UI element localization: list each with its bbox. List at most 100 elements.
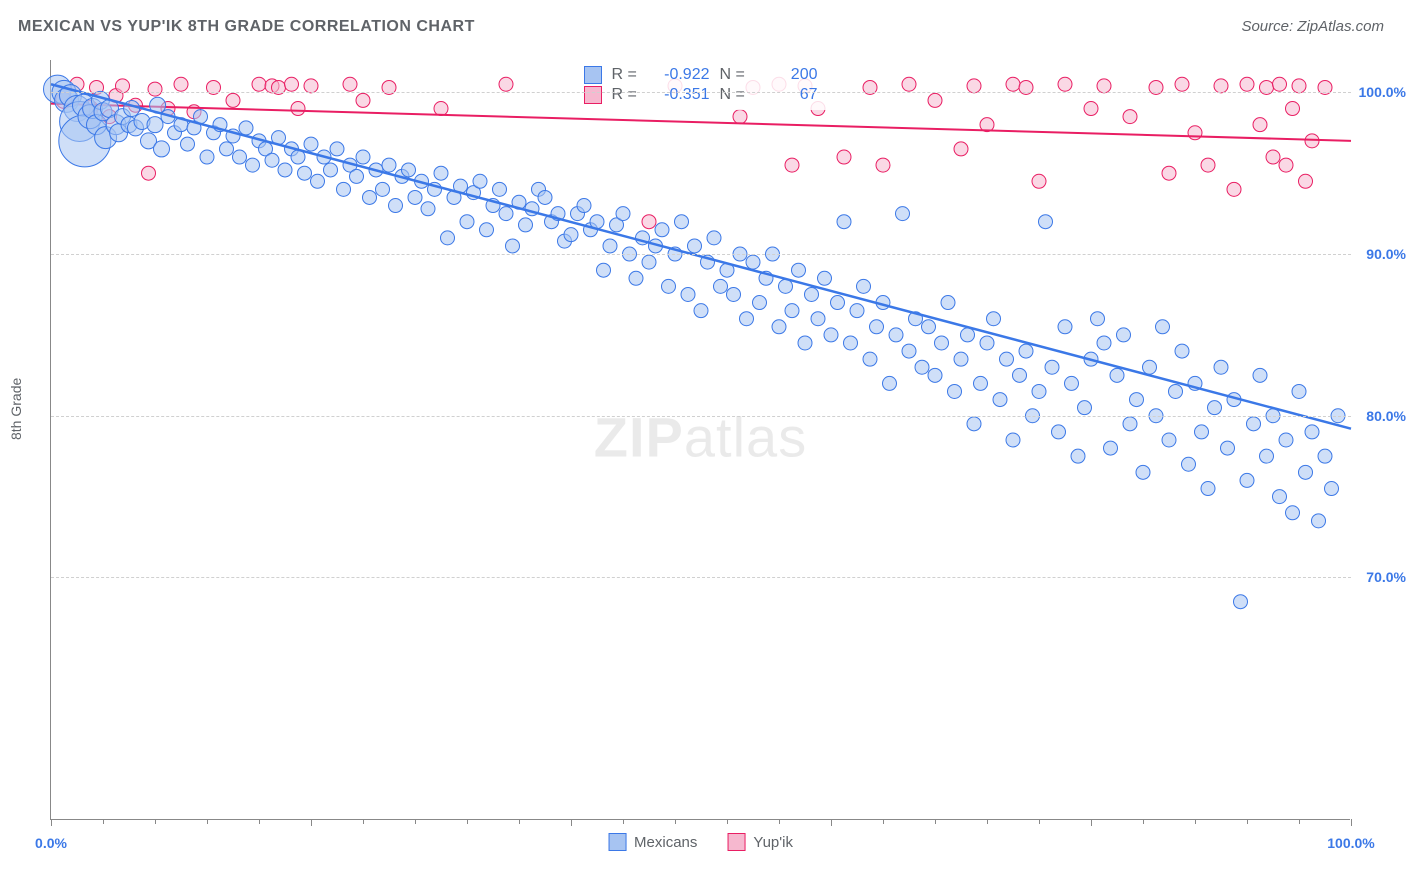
scatter-point-mexicans xyxy=(1136,465,1150,479)
scatter-point-mexicans xyxy=(1201,482,1215,496)
scatter-point-yupik xyxy=(902,77,916,91)
scatter-point-mexicans xyxy=(831,296,845,310)
scatter-point-mexicans xyxy=(928,368,942,382)
scatter-point-mexicans xyxy=(493,182,507,196)
scatter-point-mexicans xyxy=(1247,417,1261,431)
scatter-point-mexicans xyxy=(1058,320,1072,334)
scatter-point-mexicans xyxy=(1097,336,1111,350)
x-tick-label: 0.0% xyxy=(35,835,67,851)
scatter-point-mexicans xyxy=(473,174,487,188)
scatter-point-mexicans xyxy=(844,336,858,350)
x-tick-minor xyxy=(363,819,364,824)
scatter-point-mexicans xyxy=(857,279,871,293)
scatter-point-mexicans xyxy=(616,207,630,221)
scatter-point-yupik xyxy=(1227,182,1241,196)
x-tick-minor xyxy=(207,819,208,824)
scatter-point-mexicans xyxy=(1208,401,1222,415)
scatter-point-mexicans xyxy=(811,312,825,326)
scatter-point-mexicans xyxy=(948,384,962,398)
scatter-point-mexicans xyxy=(1110,368,1124,382)
scatter-point-mexicans xyxy=(941,296,955,310)
scatter-point-yupik xyxy=(1214,79,1228,93)
scatter-point-mexicans xyxy=(798,336,812,350)
x-tick-minor xyxy=(623,819,624,824)
gridline xyxy=(51,92,1351,93)
scatter-point-yupik xyxy=(1006,77,1020,91)
scatter-point-yupik xyxy=(967,79,981,93)
scatter-point-yupik xyxy=(928,93,942,107)
scatter-point-yupik xyxy=(1299,174,1313,188)
scatter-point-mexicans xyxy=(597,263,611,277)
scatter-point-mexicans xyxy=(688,239,702,253)
scatter-point-yupik xyxy=(837,150,851,164)
scatter-point-mexicans xyxy=(147,117,163,133)
scatter-point-mexicans xyxy=(434,166,448,180)
correlation-legend: R = -0.922 N = 200 R = -0.351 N = 67 xyxy=(576,60,826,110)
scatter-point-yupik xyxy=(252,77,266,91)
scatter-point-yupik xyxy=(356,93,370,107)
scatter-point-mexicans xyxy=(987,312,1001,326)
scatter-point-mexicans xyxy=(363,190,377,204)
scatter-point-mexicans xyxy=(1117,328,1131,342)
scatter-point-mexicans xyxy=(967,417,981,431)
scatter-point-mexicans xyxy=(538,190,552,204)
scatter-point-mexicans xyxy=(1279,433,1293,447)
scatter-point-mexicans xyxy=(1312,514,1326,528)
scatter-point-mexicans xyxy=(506,239,520,253)
y-tick-label: 80.0% xyxy=(1366,408,1406,424)
x-tick-minor xyxy=(103,819,104,824)
scatter-point-mexicans xyxy=(1162,433,1176,447)
scatter-point-mexicans xyxy=(421,202,435,216)
x-tick-minor xyxy=(1039,819,1040,824)
scatter-point-mexicans xyxy=(519,218,533,232)
scatter-point-mexicans xyxy=(278,163,292,177)
scatter-point-mexicans xyxy=(902,344,916,358)
legend-row-yupik: R = -0.351 N = 67 xyxy=(584,86,818,104)
scatter-point-yupik xyxy=(148,82,162,96)
x-tick-label: 100.0% xyxy=(1327,835,1374,851)
legend-row-mexicans: R = -0.922 N = 200 xyxy=(584,66,818,84)
scatter-point-mexicans xyxy=(753,296,767,310)
scatter-point-mexicans xyxy=(980,336,994,350)
scatter-point-mexicans xyxy=(779,279,793,293)
scatter-point-mexicans xyxy=(1130,393,1144,407)
scatter-point-yupik xyxy=(285,77,299,91)
scatter-point-mexicans xyxy=(655,223,669,237)
scatter-point-mexicans xyxy=(233,150,247,164)
scatter-point-yupik xyxy=(142,166,156,180)
scatter-point-yupik xyxy=(1162,166,1176,180)
scatter-point-mexicans xyxy=(1260,449,1274,463)
scatter-point-mexicans xyxy=(265,153,279,167)
x-tick-minor xyxy=(259,819,260,824)
scatter-point-mexicans xyxy=(746,255,760,269)
plot-area: ZIPatlas R = -0.922 N = 200 R = -0.351 N… xyxy=(50,60,1350,820)
scatter-point-yupik xyxy=(291,102,305,116)
scatter-point-mexicans xyxy=(850,304,864,318)
scatter-point-mexicans xyxy=(1286,506,1300,520)
x-tick-minor xyxy=(1143,819,1144,824)
scatter-point-yupik xyxy=(733,110,747,124)
scatter-point-mexicans xyxy=(356,150,370,164)
gridline xyxy=(51,416,1351,417)
x-tick-minor xyxy=(1247,819,1248,824)
x-tick-minor xyxy=(155,819,156,824)
scatter-point-mexicans xyxy=(1221,441,1235,455)
scatter-point-mexicans xyxy=(837,215,851,229)
scatter-point-mexicans xyxy=(714,279,728,293)
scatter-point-mexicans xyxy=(350,169,364,183)
scatter-point-mexicans xyxy=(1292,384,1306,398)
scatter-point-mexicans xyxy=(805,287,819,301)
scatter-point-mexicans xyxy=(239,121,253,135)
scatter-point-mexicans xyxy=(220,142,234,156)
scatter-point-yupik xyxy=(785,158,799,172)
gridline xyxy=(51,577,1351,578)
x-tick-major xyxy=(831,819,832,826)
scatter-point-yupik xyxy=(642,215,656,229)
scatter-point-mexicans xyxy=(922,320,936,334)
scatter-point-mexicans xyxy=(389,199,403,213)
scatter-point-mexicans xyxy=(993,393,1007,407)
scatter-point-yupik xyxy=(1084,102,1098,116)
scatter-point-mexicans xyxy=(1175,344,1189,358)
x-tick-minor xyxy=(779,819,780,824)
scatter-point-mexicans xyxy=(382,158,396,172)
